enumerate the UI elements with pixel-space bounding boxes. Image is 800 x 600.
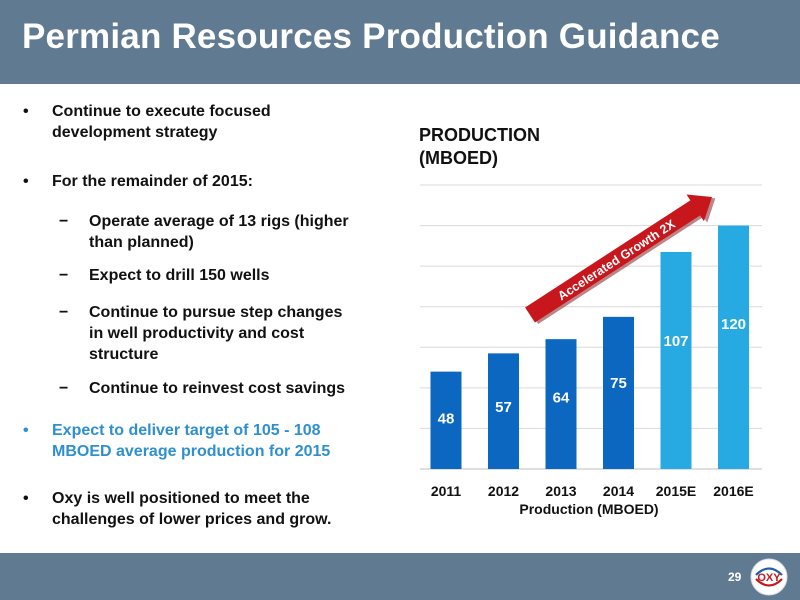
sub-bullet-item: − Operate average of 13 rigs (higher tha… (59, 211, 349, 253)
x-tick-label: 2013 (545, 483, 576, 499)
bullet-text: Continue to reinvest cost savings (89, 380, 346, 397)
growth-arrow: Accelerated Growth 2X (525, 194, 716, 324)
bullet-text: than planned) (89, 234, 194, 251)
sub-bullet-item: − Continue to reinvest cost savings (59, 378, 346, 399)
chart-title: PRODUCTION (MBOED) (419, 124, 540, 170)
bullet-marker: − (59, 304, 69, 321)
bullet-item: • Continue to execute focused developmen… (23, 101, 271, 143)
bullet-marker: − (59, 380, 69, 397)
bar-value-label: 48 (438, 411, 455, 428)
bar (660, 251, 692, 469)
bar (430, 371, 462, 469)
bar-value-label: 107 (663, 333, 688, 350)
bullet-marker: • (23, 490, 29, 507)
logo-text: OXY (757, 572, 781, 584)
bullet-marker: • (23, 103, 29, 120)
bar-value-label: 57 (495, 399, 512, 416)
bar (718, 225, 749, 469)
bullet-text: MBOED average production for 2015 (52, 443, 331, 460)
production-bar-chart: 48 2011 57 2012 64 2013 75 2014 107 2015E 120 2016E… (420, 184, 762, 517)
bullet-text: challenges of lower prices and grow. (52, 511, 332, 528)
x-tick-label: 2012 (488, 483, 519, 499)
bullet-text: For the remainder of 2015: (52, 173, 253, 190)
bullet-text: Operate average of 13 rigs (higher (89, 213, 349, 230)
sub-bullet-item: − Expect to drill 150 wells (59, 265, 270, 286)
bullet-text: Expect to drill 150 wells (89, 267, 270, 284)
bullet-item: • Oxy is well positioned to meet the cha… (23, 488, 332, 530)
x-tick-label: 2016E (713, 483, 753, 499)
bullet-text: structure (89, 346, 159, 363)
bullet-item: • For the remainder of 2015: (23, 171, 253, 192)
bullet-marker: − (59, 213, 69, 230)
header-bar: Permian Resources Production Guidance (0, 0, 800, 84)
bullet-marker: • (23, 422, 29, 439)
footer-bar: 29 (0, 553, 800, 600)
bullet-text: Expect to deliver target of 105 - 108 (52, 422, 321, 439)
chart-title-line: PRODUCTION (419, 125, 540, 145)
bullet-text: in well productivity and cost (89, 325, 305, 342)
oxy-logo-icon: OXY (750, 558, 788, 596)
sub-bullet-item: − Continue to pursue step changes in wel… (59, 302, 343, 365)
bullet-text: Oxy is well positioned to meet the (52, 490, 310, 507)
bullet-text: development strategy (52, 124, 218, 141)
page-number: 29 (728, 570, 742, 584)
growth-arrow-body: Accelerated Growth 2X (525, 194, 716, 324)
bar (603, 316, 634, 469)
bar-value-label: 64 (553, 390, 570, 407)
highlight-bullet-item: • Expect to deliver target of 105 - 108 … (23, 420, 331, 462)
arrow-shape (525, 194, 713, 323)
bullet-marker: • (23, 173, 29, 190)
x-tick-label: 2011 (431, 483, 462, 499)
x-axis-title: Production (MBOED) (519, 501, 658, 517)
bar-value-label: 120 (721, 316, 746, 333)
bullet-text: Continue to pursue step changes (89, 304, 343, 321)
bullet-list: • Continue to execute focused developmen… (0, 0, 400, 550)
bar-value-label: 75 (610, 375, 627, 392)
bar (545, 339, 577, 469)
bar (488, 353, 519, 469)
bullet-marker: − (59, 267, 69, 284)
growth-annotation-label: Accelerated Growth 2X (555, 217, 678, 304)
chart-title-line: (MBOED) (419, 148, 498, 168)
x-tick-label: 2015E (656, 483, 696, 499)
page-title: Permian Resources Production Guidance (22, 17, 720, 56)
x-tick-label: 2014 (603, 483, 634, 499)
bullet-text: Continue to execute focused (52, 103, 271, 120)
